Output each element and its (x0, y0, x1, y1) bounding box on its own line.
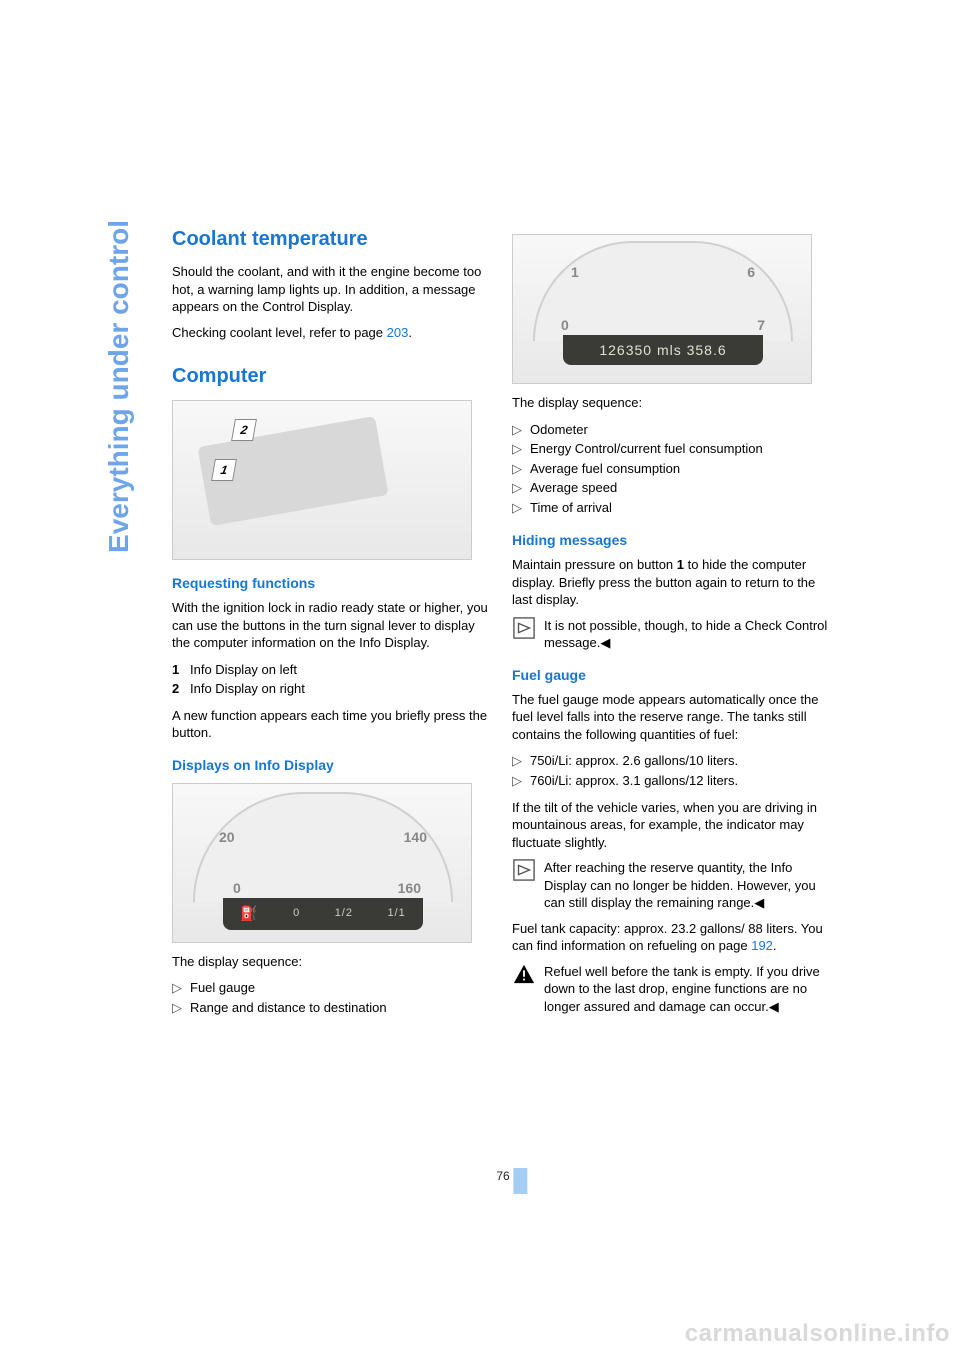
list-text: 760i/Li: approx. 3.1 gallons/12 liters. (530, 772, 738, 790)
right-sequence-list: ▷Odometer ▷Energy Control/current fuel c… (512, 420, 832, 518)
section-sidebar-label: Everything under control (100, 0, 138, 220)
triangle-bullet-icon: ▷ (512, 499, 530, 517)
text: Maintain pressure on button (512, 557, 677, 572)
list-item: ▷750i/Li: approx. 2.6 gallons/10 liters. (512, 751, 832, 771)
fuel-reserve-list: ▷750i/Li: approx. 2.6 gallons/10 liters.… (512, 751, 832, 790)
text: Checking coolant level, refer to page (172, 325, 387, 340)
note-text: It is not possible, though, to hide a Ch… (544, 617, 832, 652)
warning-note: Refuel well before the tank is empty. If… (512, 963, 832, 1016)
section-sidebar-text: Everything under control (100, 220, 138, 553)
info-note-icon (512, 617, 536, 639)
figure-odometer-display: 1 6 0 7 126350 mls 358.6 (512, 234, 812, 384)
watermark-text: carmanualsonline.info (685, 1318, 950, 1350)
warning-text: Refuel well before the tank is empty. If… (544, 963, 832, 1016)
fuel-paragraph-3: Fuel tank capacity: approx. 23.2 gallons… (512, 920, 832, 955)
fuel-half: 1/2 (335, 906, 353, 921)
fuel-paragraph-2: If the tilt of the vehicle varies, when … (512, 799, 832, 852)
list-number: 2 (172, 680, 190, 698)
list-text: Time of arrival (530, 499, 612, 517)
fuel-0: 0 (293, 906, 300, 921)
triangle-bullet-icon: ▷ (512, 772, 530, 790)
heading-coolant-temperature: Coolant temperature (172, 226, 492, 253)
triangle-bullet-icon: ▷ (172, 979, 190, 997)
list-item: ▷Fuel gauge (172, 978, 492, 998)
fuel-paragraph-1: The fuel gauge mode appears automaticall… (512, 691, 832, 744)
text: . (773, 938, 777, 953)
warning-icon (512, 963, 536, 985)
page-number: 76 (496, 1168, 513, 1184)
display-sequence-intro: The display sequence: (172, 953, 492, 971)
list-item: ▷760i/Li: approx. 3.1 gallons/12 liters. (512, 771, 832, 791)
list-item: ▷Average fuel consumption (512, 459, 832, 479)
gauge-label: 6 (747, 263, 755, 282)
heading-hiding-messages: Hiding messages (512, 531, 832, 550)
list-text: Range and distance to destination (190, 999, 387, 1017)
list-item: ▷Odometer (512, 420, 832, 440)
gauge-label: 0 (233, 879, 241, 898)
list-item: ▷Range and distance to destination (172, 998, 492, 1018)
list-text: Fuel gauge (190, 979, 255, 997)
heading-fuel-gauge: Fuel gauge (512, 666, 832, 685)
triangle-bullet-icon: ▷ (512, 752, 530, 770)
info-strip: ⛽ 0 1/2 1/1 (223, 898, 423, 930)
note-text: After reaching the reserve quantity, the… (544, 859, 832, 912)
display-sequence-intro: The display sequence: (512, 394, 832, 412)
triangle-bullet-icon: ▷ (172, 999, 190, 1017)
gauge-label: 20 (219, 828, 235, 847)
fuel-pump-icon: ⛽ (240, 904, 258, 923)
left-column: Coolant temperature Should the coolant, … (172, 226, 492, 1025)
page-number-bar (514, 1168, 528, 1194)
coolant-paragraph-2: Checking coolant level, refer to page 20… (172, 324, 492, 342)
heading-displays-on-info: Displays on Info Display (172, 756, 492, 775)
list-text: Average fuel consumption (530, 460, 680, 478)
list-text: Odometer (530, 421, 588, 439)
heading-requesting-functions: Requesting functions (172, 574, 492, 593)
list-item: 2 Info Display on right (172, 679, 492, 699)
figure-fuel-gauge-display: 20 140 0 160 ⛽ 0 1/2 1/1 (172, 783, 472, 943)
list-item: 1 Info Display on left (172, 660, 492, 680)
list-text: Average speed (530, 479, 617, 497)
info-note: It is not possible, though, to hide a Ch… (512, 617, 832, 652)
requesting-paragraph-2: A new function appears each time you bri… (172, 707, 492, 742)
bold-number: 1 (677, 557, 684, 572)
callout-1: 1 (211, 459, 237, 481)
text: . (408, 325, 412, 340)
triangle-bullet-icon: ▷ (512, 460, 530, 478)
triangle-bullet-icon: ▷ (512, 440, 530, 458)
triangle-bullet-icon: ▷ (512, 421, 530, 439)
gauge-label: 160 (398, 879, 421, 898)
page-content: Coolant temperature Should the coolant, … (172, 226, 852, 1166)
triangle-bullet-icon: ▷ (512, 479, 530, 497)
gauge-label: 7 (757, 316, 765, 335)
right-column: 1 6 0 7 126350 mls 358.6 The display seq… (512, 226, 832, 1024)
callout-2: 2 (231, 419, 257, 441)
info-display-num-list: 1 Info Display on left 2 Info Display on… (172, 660, 492, 699)
odometer-readout: 126350 mls 358.6 (563, 335, 763, 365)
left-sequence-list: ▷Fuel gauge ▷Range and distance to desti… (172, 978, 492, 1017)
figure-turn-signal-lever: 2 1 (172, 400, 472, 560)
info-note: After reaching the reserve quantity, the… (512, 859, 832, 912)
gauge-label: 140 (404, 828, 427, 847)
list-text: Info Display on right (190, 680, 305, 698)
page-link-192[interactable]: 192 (751, 938, 773, 953)
list-item: ▷Time of arrival (512, 498, 832, 518)
heading-computer: Computer (172, 363, 492, 390)
gauge-label: 0 (561, 316, 569, 335)
list-item: ▷Average speed (512, 478, 832, 498)
page-link-203[interactable]: 203 (387, 325, 409, 340)
info-note-icon (512, 859, 536, 881)
coolant-paragraph-1: Should the coolant, and with it the engi… (172, 263, 492, 316)
list-item: ▷Energy Control/current fuel consumption (512, 439, 832, 459)
list-text: Info Display on left (190, 661, 297, 679)
requesting-paragraph: With the ignition lock in radio ready st… (172, 599, 492, 652)
list-text: 750i/Li: approx. 2.6 gallons/10 liters. (530, 752, 738, 770)
hiding-paragraph: Maintain pressure on button 1 to hide th… (512, 556, 832, 609)
fuel-full: 1/1 (387, 906, 405, 921)
list-number: 1 (172, 661, 190, 679)
page-number-block: 76 (496, 1168, 527, 1194)
list-text: Energy Control/current fuel consumption (530, 440, 763, 458)
gauge-label: 1 (571, 263, 579, 282)
